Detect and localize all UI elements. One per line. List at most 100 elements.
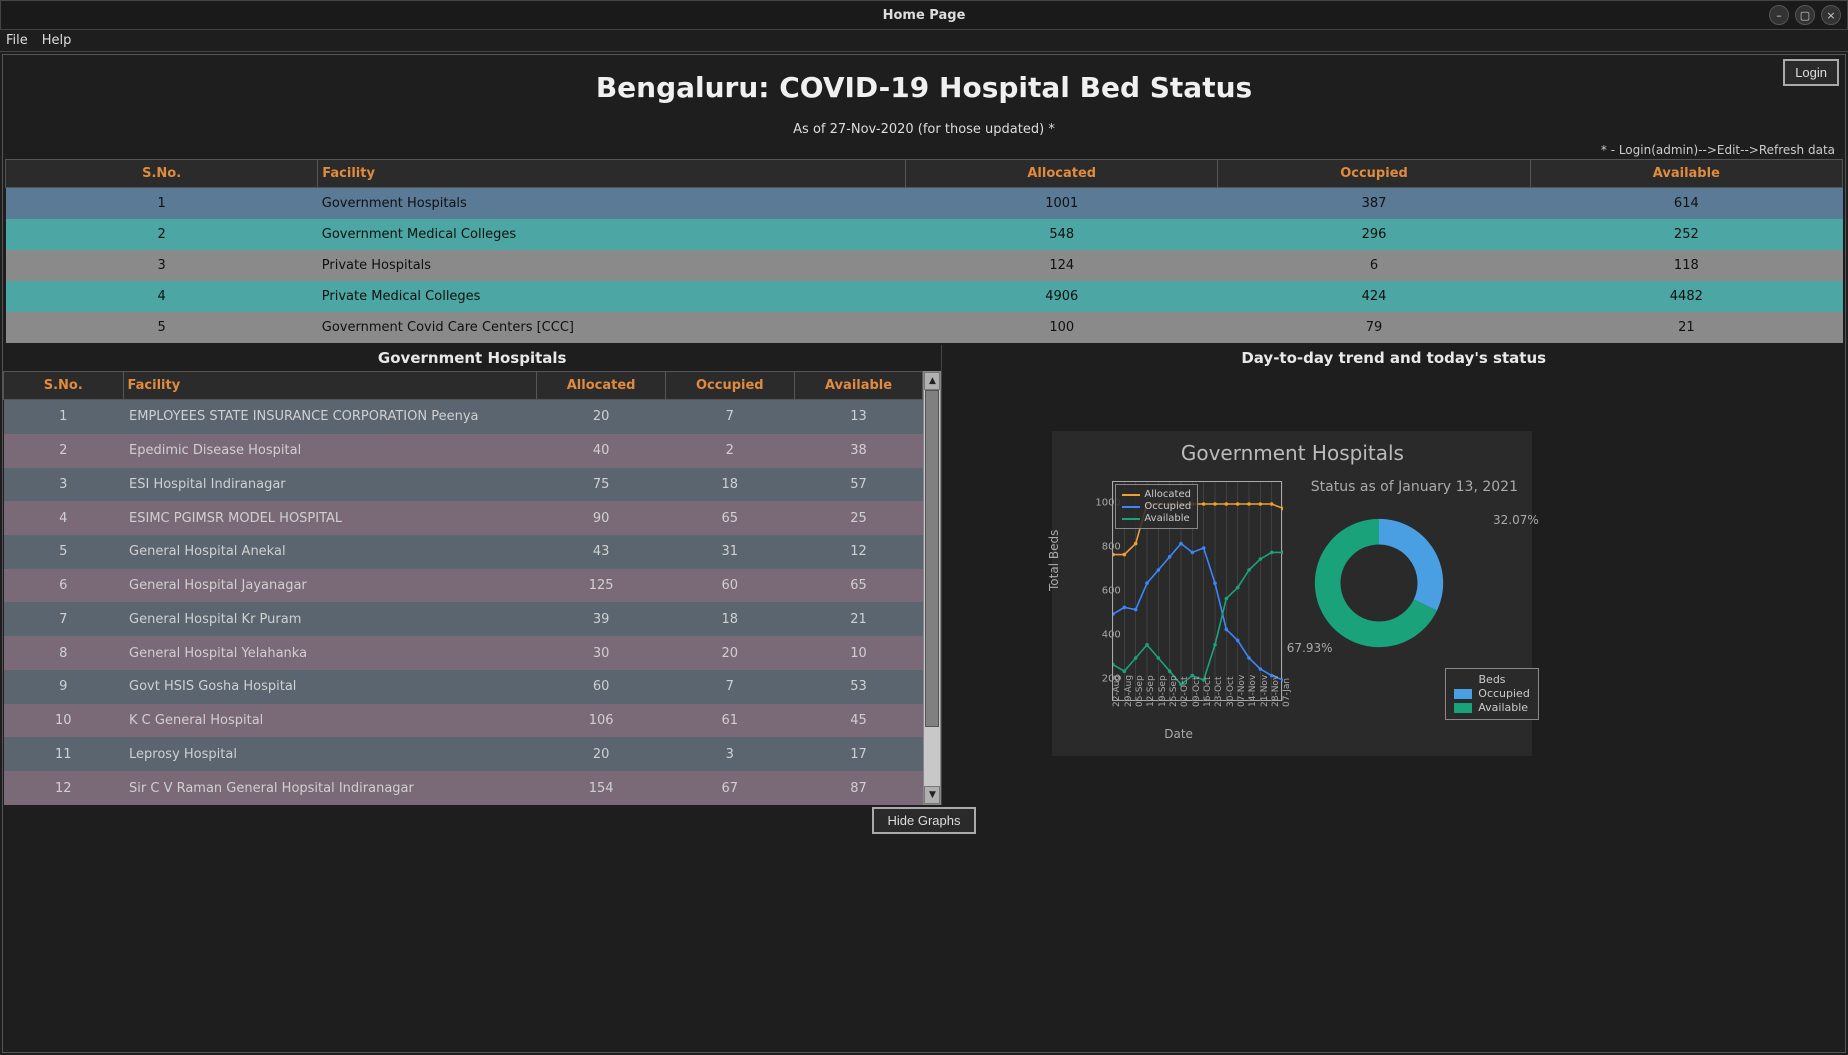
detail-row[interactable]: 8General Hospital Yelahanka302010	[4, 636, 923, 670]
donut-svg	[1309, 513, 1449, 653]
chart-xtick: 16-Oct	[1203, 676, 1213, 707]
chart-ytick: 800	[1102, 542, 1121, 553]
summary-cell: 424	[1218, 281, 1530, 312]
chart-xtick: 23-Oct	[1214, 676, 1224, 707]
detail-row[interactable]: 9Govt HSIS Gosha Hospital60753	[4, 670, 923, 704]
detail-cell: 3	[4, 468, 124, 502]
summary-th: Allocated	[906, 160, 1218, 188]
summary-row[interactable]: 2Government Medical Colleges548296252	[6, 219, 1843, 250]
titlebar: Home Page – ▢ ×	[0, 0, 1848, 30]
detail-row[interactable]: 12Sir C V Raman General Hopsital Indiran…	[4, 771, 923, 805]
detail-cell: 10	[4, 704, 124, 738]
summary-th: Occupied	[1218, 160, 1530, 188]
summary-row[interactable]: 4Private Medical Colleges49064244482	[6, 281, 1843, 312]
split-panels: Government Hospitals S.No.FacilityAlloca…	[3, 345, 1845, 805]
summary-cell: 2	[6, 219, 318, 250]
donut-legend: Beds OccupiedAvailable	[1445, 668, 1539, 720]
legend-label: Allocated	[1144, 489, 1191, 500]
scrollbar-track[interactable]	[924, 390, 940, 786]
detail-row[interactable]: 3ESI Hospital Indiranagar751857	[4, 468, 923, 502]
detail-row[interactable]: 2Epedimic Disease Hospital40238	[4, 434, 923, 468]
summary-cell: 387	[1218, 188, 1530, 220]
detail-cell: 45	[794, 704, 923, 738]
detail-cell: Sir C V Raman General Hopsital Indiranag…	[123, 771, 537, 805]
detail-cell: 17	[794, 737, 923, 771]
detail-cell: 2	[4, 434, 124, 468]
scrollbar-up-icon[interactable]: ▲	[924, 372, 940, 390]
detail-row[interactable]: 1EMPLOYEES STATE INSURANCE CORPORATION P…	[4, 400, 923, 434]
donut-area: Status as of January 13, 2021 32.07% 67.…	[1295, 471, 1523, 741]
minimize-button[interactable]: –	[1769, 5, 1789, 25]
chart-legend-item: Occupied	[1122, 501, 1191, 512]
detail-row[interactable]: 10K C General Hospital1066145	[4, 704, 923, 738]
detail-cell: 13	[794, 400, 923, 434]
content-frame: Login Bengaluru: COVID-19 Hospital Bed S…	[2, 54, 1846, 1053]
scrollbar-down-icon[interactable]: ▼	[924, 786, 940, 804]
as-of-text: As of 27-Nov-2020 (for those updated) *	[3, 122, 1845, 137]
login-button[interactable]: Login	[1783, 59, 1839, 86]
chart-xtick: 14-Nov	[1248, 675, 1258, 707]
detail-th: Available	[794, 372, 923, 400]
detail-th: Occupied	[665, 372, 794, 400]
chart-legend-item: Allocated	[1122, 489, 1191, 500]
close-button[interactable]: ×	[1821, 5, 1841, 25]
page-title: Bengaluru: COVID-19 Hospital Bed Status	[3, 71, 1845, 104]
summary-row[interactable]: 1Government Hospitals1001387614	[6, 188, 1843, 220]
detail-cell: 21	[794, 602, 923, 636]
detail-cell: ESI Hospital Indiranagar	[123, 468, 537, 502]
detail-cell: 60	[537, 670, 666, 704]
detail-cell: 20	[537, 400, 666, 434]
detail-cell: 5	[4, 535, 124, 569]
detail-cell: 60	[665, 569, 794, 603]
detail-cell: 61	[665, 704, 794, 738]
detail-cell: 43	[537, 535, 666, 569]
chart-xtick: 21-Nov	[1260, 675, 1270, 707]
legend-swatch-icon	[1122, 494, 1140, 496]
summary-row[interactable]: 3Private Hospitals1246118	[6, 250, 1843, 281]
left-panel: Government Hospitals S.No.FacilityAlloca…	[3, 345, 942, 805]
detail-cell: 154	[537, 771, 666, 805]
summary-cell: 548	[906, 219, 1218, 250]
donut-legend-title: Beds	[1454, 673, 1530, 686]
chart-ytick: 400	[1102, 630, 1121, 641]
scrollbar-thumb[interactable]	[925, 390, 939, 727]
summary-cell: 118	[1530, 250, 1842, 281]
menu-file[interactable]: File	[6, 33, 28, 48]
detail-cell: 106	[537, 704, 666, 738]
detail-cell: 65	[794, 569, 923, 603]
chart-xtick: 02-Oct	[1180, 676, 1190, 707]
detail-cell: 3	[665, 737, 794, 771]
detail-row[interactable]: 7General Hospital Kr Puram391821	[4, 602, 923, 636]
chart-legend: AllocatedOccupiedAvailable	[1115, 484, 1198, 529]
detail-cell: 87	[794, 771, 923, 805]
summary-cell: 124	[906, 250, 1218, 281]
chart-plot-area: AllocatedOccupiedAvailable	[1112, 481, 1282, 701]
menu-help[interactable]: Help	[42, 33, 72, 48]
graph-card: Government Hospitals Total Beds Allocate…	[1052, 431, 1532, 756]
window-title: Home Page	[883, 8, 966, 23]
chart-xtick: 22-Aug	[1112, 675, 1122, 707]
summary-cell: Government Covid Care Centers [CCC]	[318, 312, 906, 343]
chart-xtick: 09-Oct	[1192, 676, 1202, 707]
detail-cell: 1	[4, 400, 124, 434]
maximize-button[interactable]: ▢	[1795, 5, 1815, 25]
detail-th: Allocated	[537, 372, 666, 400]
donut-legend-swatch-icon	[1454, 689, 1472, 699]
detail-cell: 38	[794, 434, 923, 468]
hide-graphs-button[interactable]: Hide Graphs	[872, 807, 977, 834]
detail-table: S.No.FacilityAllocatedOccupiedAvailable …	[3, 371, 923, 805]
donut-legend-swatch-icon	[1454, 703, 1472, 713]
legend-label: Available	[1144, 513, 1189, 524]
detail-cell: 75	[537, 468, 666, 502]
summary-row[interactable]: 5Government Covid Care Centers [CCC]1007…	[6, 312, 1843, 343]
scrollbar[interactable]: ▲ ▼	[923, 371, 941, 805]
detail-cell: 20	[537, 737, 666, 771]
detail-row[interactable]: 5General Hospital Anekal433112	[4, 535, 923, 569]
detail-row[interactable]: 6General Hospital Jayanagar1256065	[4, 569, 923, 603]
detail-row[interactable]: 4ESIMC PGIMSR MODEL HOSPITAL906525	[4, 501, 923, 535]
donut-legend-label: Available	[1478, 701, 1528, 714]
footnote-text: * - Login(admin)-->Edit-->Refresh data	[3, 143, 1835, 157]
summary-cell: 296	[1218, 219, 1530, 250]
detail-row[interactable]: 11Leprosy Hospital20317	[4, 737, 923, 771]
detail-cell: 125	[537, 569, 666, 603]
